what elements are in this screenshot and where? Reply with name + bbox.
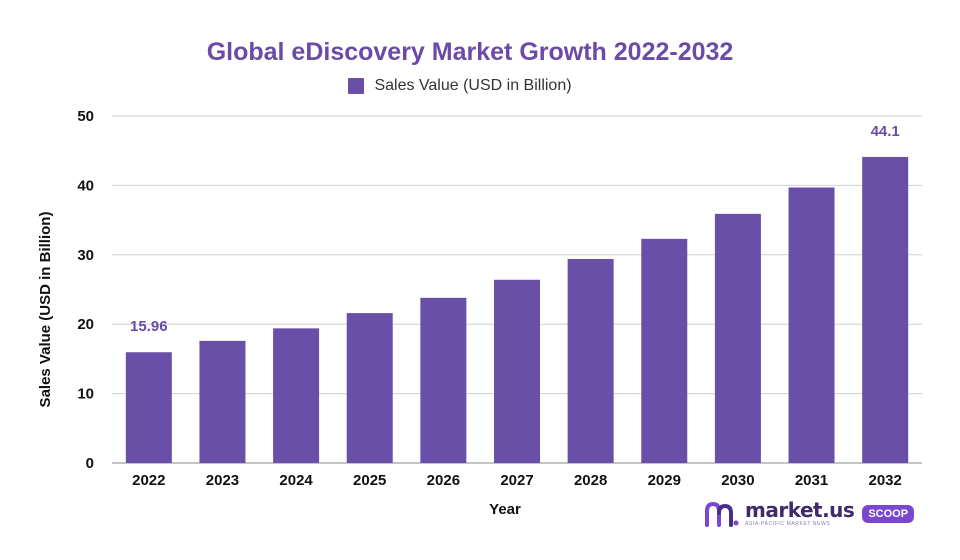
- brand-badge: SCOOP: [862, 504, 915, 523]
- data-label: 15.96: [130, 318, 168, 335]
- y-tick-label: 0: [86, 455, 94, 472]
- data-label: 44.1: [871, 123, 900, 140]
- y-tick-label: 30: [77, 247, 94, 264]
- x-tick-label: 2027: [500, 472, 533, 489]
- x-tick-label: 2024: [279, 472, 313, 489]
- bar: [862, 156, 909, 464]
- market-us-logo-icon: [705, 501, 739, 527]
- x-tick-label: 2022: [132, 472, 165, 489]
- x-tick-label: 2031: [795, 472, 828, 489]
- bar: [420, 297, 467, 463]
- bar: [714, 213, 761, 463]
- x-tick-label: 2030: [721, 472, 754, 489]
- bar: [494, 279, 540, 463]
- chart-title: Global eDiscovery Market Growth 2022-203…: [206, 38, 734, 66]
- bar: [346, 313, 393, 463]
- brand-logo: market.us ASIA-PACIFIC MARKET NEWS SCOOP: [705, 498, 915, 527]
- brand-name: market.us: [745, 498, 855, 522]
- x-tick-label: 2032: [868, 472, 901, 489]
- bar: [199, 340, 246, 463]
- x-tick-label: 2028: [574, 472, 607, 489]
- brand-tagline: ASIA-PACIFIC MARKET NEWS: [745, 521, 831, 527]
- y-tick-label: 50: [77, 108, 94, 125]
- bar: [567, 258, 614, 463]
- x-tick-label: 2029: [648, 472, 681, 489]
- x-axis-label: Year: [489, 501, 521, 518]
- chart-legend: Sales Value (USD in Billion): [0, 77, 920, 95]
- bar: [125, 352, 172, 463]
- x-tick-label: 2023: [206, 472, 239, 489]
- x-tick-label: 2025: [353, 472, 386, 489]
- bar: [273, 328, 320, 463]
- bar: [641, 238, 688, 463]
- y-tick-label: 10: [77, 386, 94, 403]
- y-tick-label: 40: [77, 177, 94, 194]
- y-tick-label: 20: [77, 316, 94, 333]
- legend-label: Sales Value (USD in Billion): [374, 77, 572, 94]
- y-axis-label: Sales Value (USD in Billion): [37, 212, 54, 408]
- legend-swatch: [348, 78, 365, 94]
- x-tick-label: 2026: [427, 472, 460, 489]
- bar: [788, 187, 835, 463]
